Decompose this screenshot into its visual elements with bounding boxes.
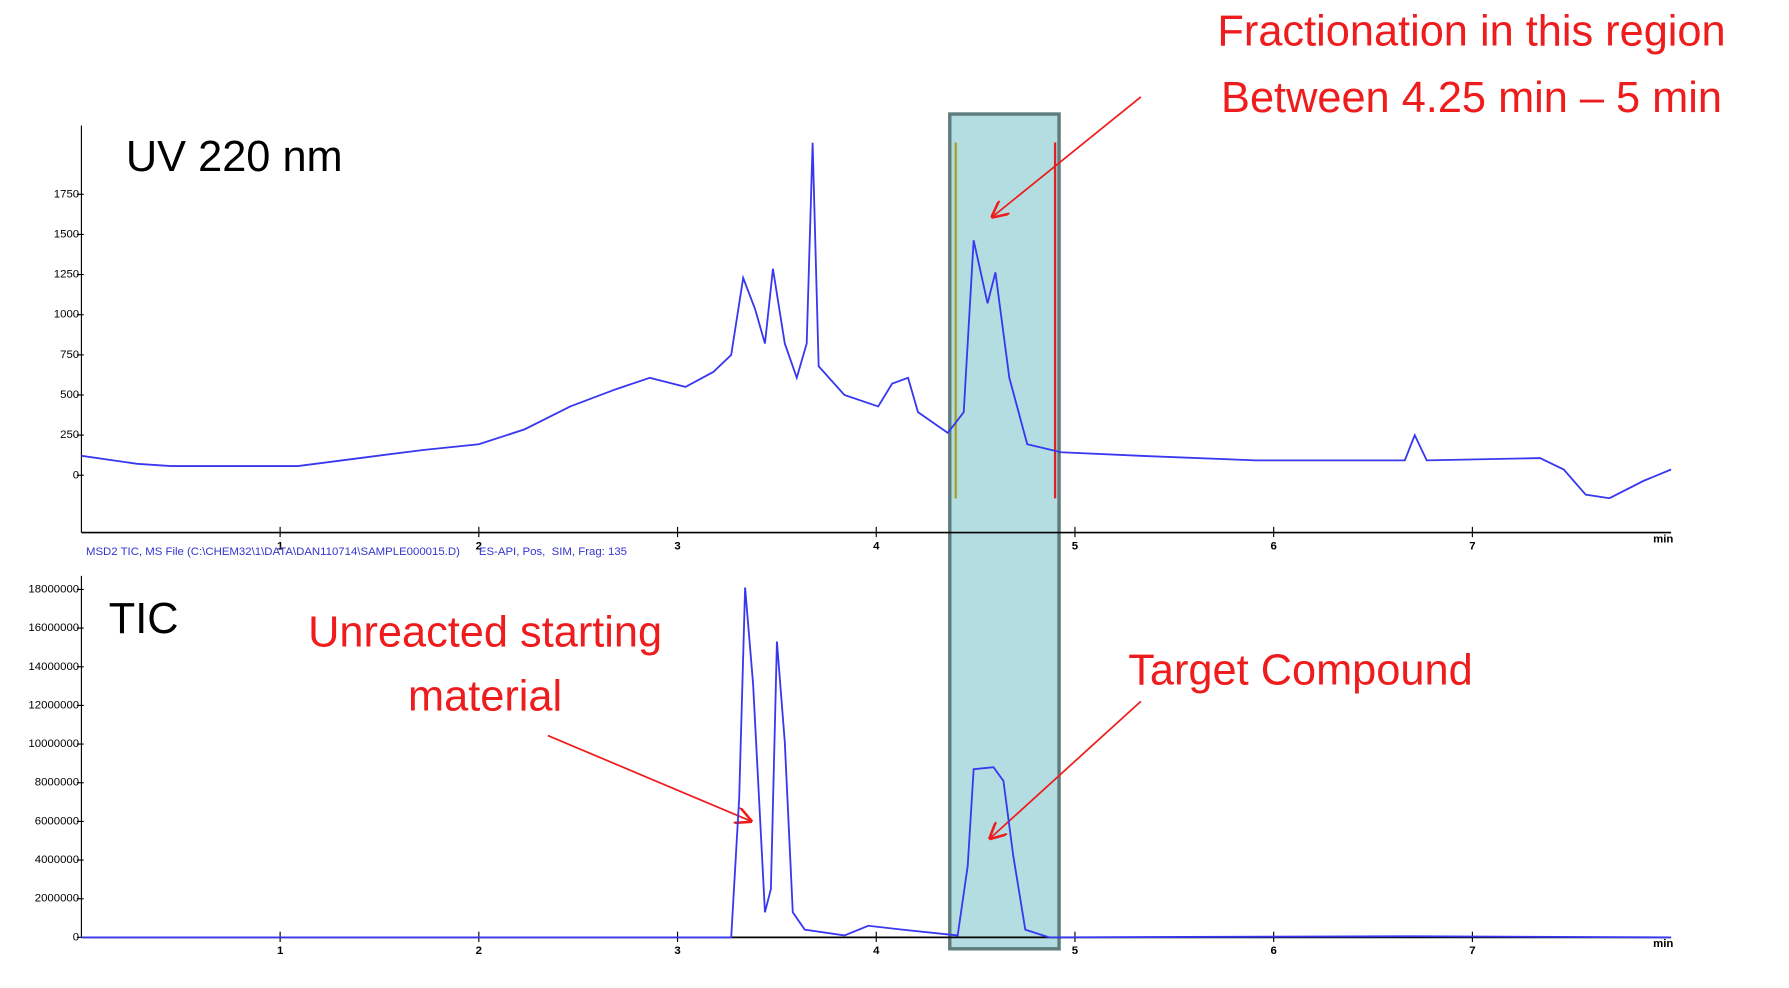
x-tick-label: 7: [1469, 540, 1475, 552]
x-tick-label: 1: [277, 540, 284, 552]
y-tick-label: 0: [73, 931, 79, 943]
chart-title: TIC: [109, 595, 179, 643]
annotation: Fractionation in this region: [1217, 8, 1725, 56]
y-tick-label: 1000: [54, 309, 79, 321]
y-tick-label: 2000000: [35, 893, 79, 905]
y-tick-label: 6000000: [35, 815, 79, 827]
y-tick-label: 16000000: [28, 622, 79, 634]
y-tick-label: 0: [73, 469, 79, 481]
x-tick-label: 5: [1072, 945, 1079, 957]
arrow: [547, 734, 751, 822]
y-tick-label: 10000000: [28, 738, 79, 750]
y-tick-label: 1500: [54, 228, 79, 240]
x-tick-label: 2: [476, 945, 482, 957]
chart-title: UV 220 nm: [126, 133, 343, 181]
x-axis-label: min: [1653, 533, 1673, 545]
x-tick-label: 5: [1072, 540, 1079, 552]
highlight-layer: [948, 112, 1061, 951]
x-tick-label: 6: [1271, 945, 1277, 957]
trace: [81, 142, 1672, 500]
x-tick-label: 7: [1469, 945, 1475, 957]
y-tick-label: 500: [60, 389, 79, 401]
y-tick-label: 12000000: [28, 699, 79, 711]
y-tick-label: 1250: [54, 269, 79, 281]
annotation: material: [408, 673, 562, 721]
y-tick-label: 18000000: [28, 583, 79, 595]
y-tick-label: 14000000: [28, 661, 79, 673]
arrow: [993, 96, 1142, 217]
highlight-region: [948, 112, 1061, 951]
y-tick-label: 250: [60, 429, 79, 441]
x-tick-label: 3: [674, 540, 680, 552]
x-tick-label: 3: [674, 945, 680, 957]
ms-file-header: MSD2 TIC, MS File (C:\CHEM32\1\DATA\DAN1…: [86, 546, 627, 558]
y-tick-label: 1750: [54, 188, 79, 200]
x-tick-label: 4: [873, 945, 880, 957]
x-tick-label: 4: [873, 540, 880, 552]
x-tick-label: 2: [476, 540, 482, 552]
y-tick-label: 8000000: [35, 777, 79, 789]
annotation: Unreacted starting: [308, 609, 662, 657]
y-tick-label: 750: [60, 349, 79, 361]
y-tick-label: 4000000: [35, 854, 79, 866]
x-tick-label: 1: [277, 945, 284, 957]
annotation: Target Compound: [1128, 646, 1472, 694]
annotation: Between 4.25 min – 5 min: [1221, 74, 1722, 122]
arrow: [990, 700, 1142, 838]
trace: [81, 587, 1672, 939]
x-tick-label: 6: [1271, 540, 1277, 552]
x-axis-label: min: [1653, 938, 1673, 950]
